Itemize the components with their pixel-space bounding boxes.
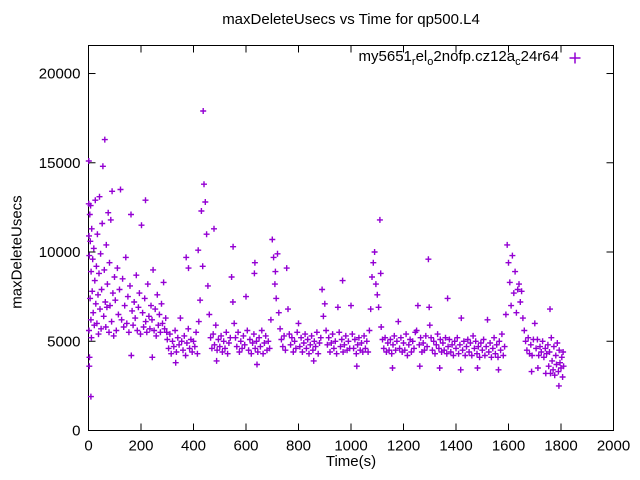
- plus-marker-icon: [569, 52, 581, 64]
- x-axis-label: Time(s): [325, 453, 377, 470]
- x-axis-ticks: 0 200 400 600 800 1000 1200 1400 1600 1800 2000: [84, 45, 630, 455]
- chart-title: maxDeleteUsecs vs Time for qp500.L4: [222, 11, 480, 28]
- y-tick-label: 0: [72, 423, 80, 440]
- scatter-points: [85, 108, 567, 400]
- y-axis-ticks: 0 5000 10000 15000 20000: [39, 66, 614, 440]
- x-tick-label: 1000: [334, 438, 367, 455]
- x-tick-label: 600: [233, 438, 258, 455]
- x-tick-label: 200: [128, 438, 153, 455]
- y-tick-label: 10000: [39, 244, 81, 261]
- y-tick-label: 5000: [47, 333, 80, 350]
- x-tick-label: 1200: [387, 438, 420, 455]
- x-tick-label: 1600: [492, 438, 525, 455]
- y-tick-label: 15000: [39, 155, 81, 172]
- x-tick-label: 1800: [544, 438, 577, 455]
- x-tick-label: 800: [286, 438, 311, 455]
- x-tick-label: 0: [84, 438, 92, 455]
- y-tick-label: 20000: [39, 66, 81, 83]
- legend: my5651relo2nofp.cz12ac24r64: [359, 48, 582, 68]
- legend-series-label: my5651relo2nofp.cz12ac24r64: [358, 48, 559, 68]
- x-tick-label: 1400: [439, 438, 472, 455]
- plot-border: [88, 45, 614, 431]
- x-tick-label: 400: [181, 438, 206, 455]
- x-tick-label: 2000: [597, 438, 630, 455]
